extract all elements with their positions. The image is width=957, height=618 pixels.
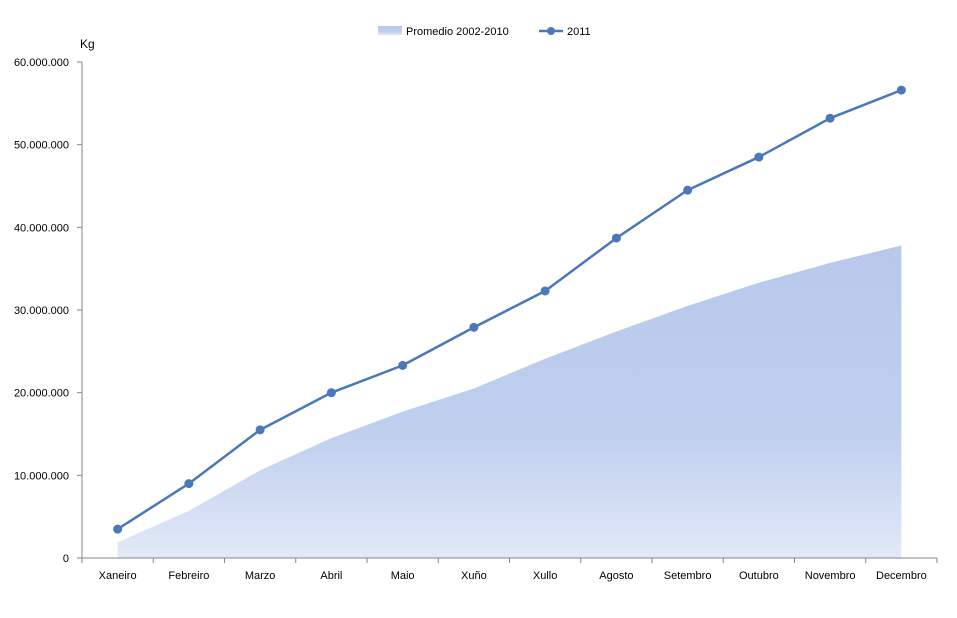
x-tick-label: Febreiro xyxy=(168,570,209,582)
point-2011 xyxy=(540,286,550,296)
x-tick-label: Xullo xyxy=(533,570,557,582)
x-tick-label: Outubro xyxy=(739,570,779,582)
x-tick-label: Setembro xyxy=(664,570,712,582)
x-tick-label: Maio xyxy=(391,570,415,582)
point-2011 xyxy=(326,388,336,398)
y-tick-label: 40.000.000 xyxy=(14,222,69,234)
y-tick-label: 0 xyxy=(63,553,69,565)
line-2011 xyxy=(116,88,902,531)
line-series xyxy=(113,85,906,534)
x-tick-label: Xuño xyxy=(461,570,487,582)
legend: Promedio 2002-2010 2011 xyxy=(378,26,591,38)
point-2011 xyxy=(113,524,123,534)
legend-area-label: Promedio 2002-2010 xyxy=(406,26,509,38)
point-2011 xyxy=(683,185,693,195)
x-tick-label: Marzo xyxy=(245,570,276,582)
point-2011 xyxy=(255,425,265,435)
point-2011 xyxy=(184,479,194,489)
x-tick-label: Novembro xyxy=(805,570,856,582)
point-2011 xyxy=(611,233,621,243)
x-tick-label: Decembro xyxy=(876,570,927,582)
y-tick-label: 10.000.000 xyxy=(14,470,69,482)
legend-line-label: 2011 xyxy=(567,26,591,38)
y-tick-label: 30.000.000 xyxy=(14,305,69,317)
tick-labels: 0 10.000.000 20.000.000 30.000.000 40.000.00… xyxy=(14,57,927,582)
point-2011 xyxy=(469,322,479,332)
y-tick-label: 20.000.000 xyxy=(14,388,69,400)
x-tick-label: Xaneiro xyxy=(99,570,137,582)
axes xyxy=(77,61,938,563)
point-2011 xyxy=(754,152,764,162)
point-2011 xyxy=(825,113,835,123)
legend-area-swatch xyxy=(378,26,402,35)
point-2011 xyxy=(896,85,906,95)
y-unit-label: Kg xyxy=(80,37,95,51)
x-tick-label: Agosto xyxy=(599,570,633,582)
legend-line-marker xyxy=(547,27,555,35)
y-tick-label: 50.000.000 xyxy=(14,140,69,152)
area-promedio xyxy=(117,245,902,558)
y-tick-label: 60.000.000 xyxy=(14,57,69,69)
point-2011 xyxy=(398,360,408,370)
area-series xyxy=(117,245,902,558)
x-tick-label: Abril xyxy=(320,570,342,582)
